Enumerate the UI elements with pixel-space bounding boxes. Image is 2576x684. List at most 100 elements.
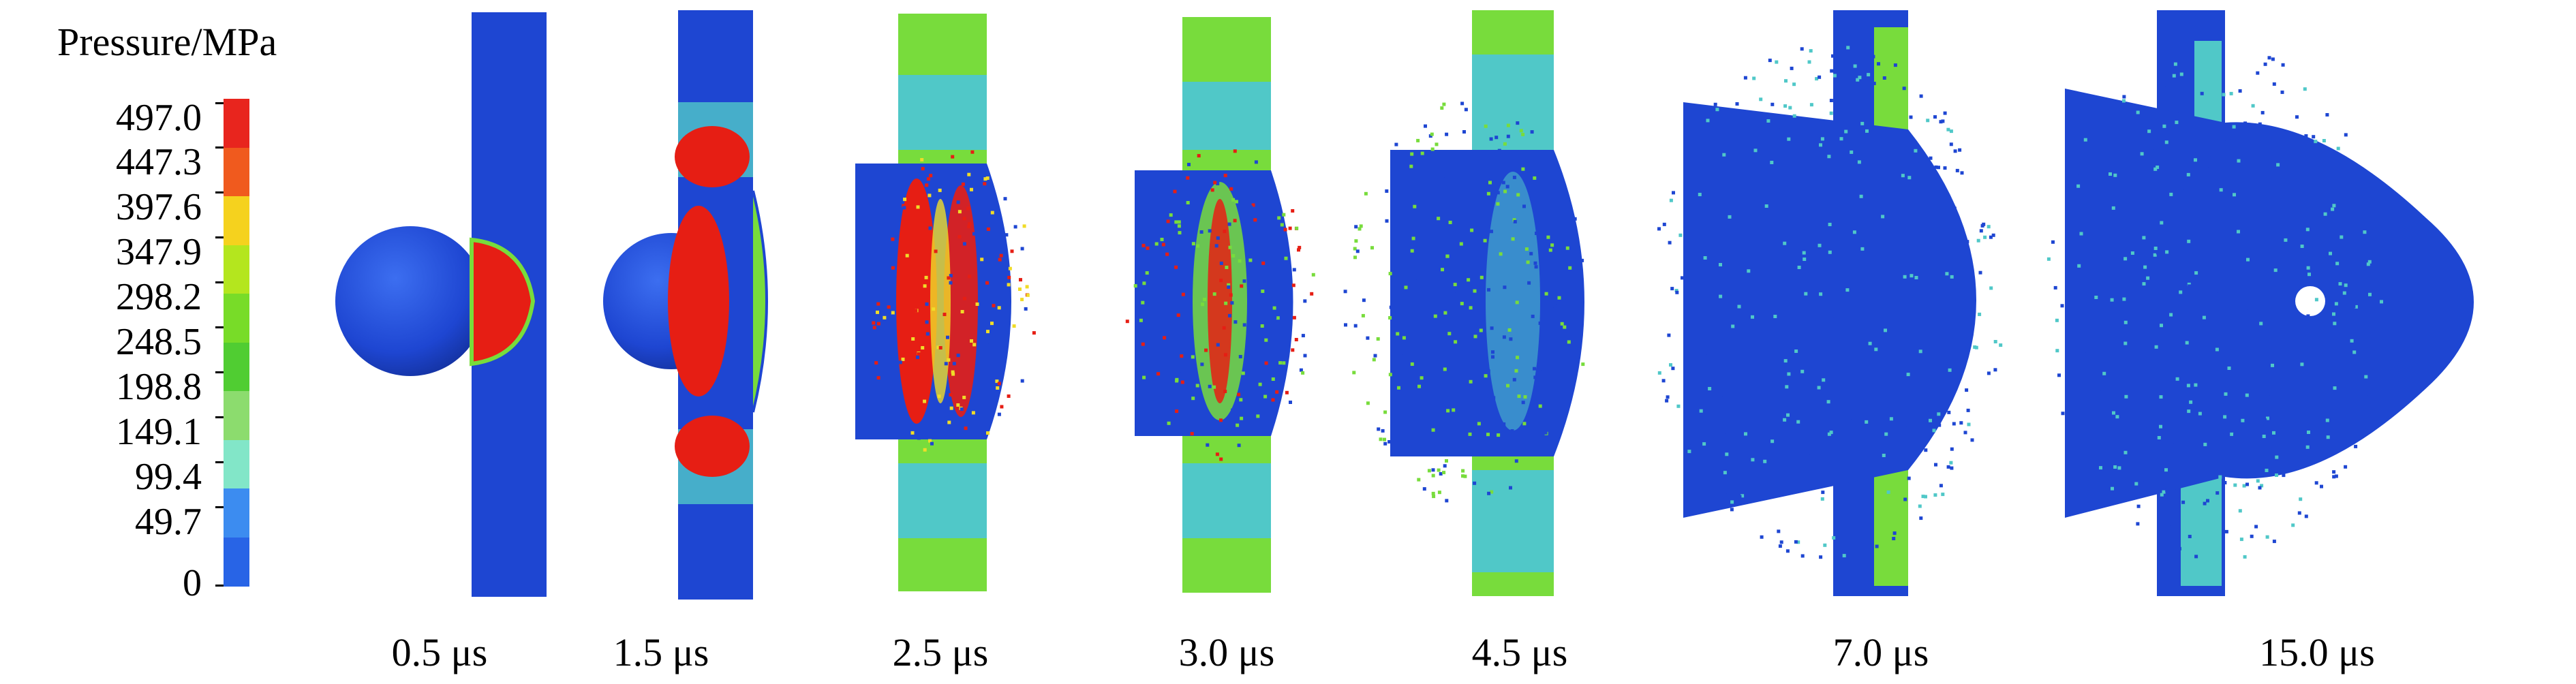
- debris-particle: [1229, 293, 1233, 297]
- debris-particle: [1777, 529, 1781, 533]
- debris-particle: [2218, 475, 2222, 479]
- debris-particle: [2175, 377, 2179, 381]
- debris-particle: [1249, 205, 1253, 209]
- debris-particle: [1892, 458, 1896, 462]
- debris-particle: [2215, 491, 2220, 495]
- debris-particle: [1537, 240, 1542, 244]
- debris-particle: [1809, 49, 1813, 53]
- debris-particle: [1829, 111, 1833, 115]
- debris-particle: [2123, 257, 2128, 261]
- debris-particle: [2130, 251, 2134, 255]
- debris-particle: [1145, 271, 1149, 275]
- debris-particle: [1728, 215, 1732, 219]
- debris-particle: [1916, 337, 1920, 341]
- debris-particle: [1452, 290, 1456, 294]
- debris-particle: [1978, 312, 1982, 316]
- debris-particle: [2169, 313, 2173, 317]
- debris-particle: [2350, 339, 2354, 343]
- debris-particle: [1533, 176, 1537, 180]
- debris-particle: [2147, 140, 2151, 144]
- debris-particle: [874, 361, 878, 365]
- debris-particle: [1533, 261, 1537, 265]
- colorbar-tick: [215, 506, 224, 508]
- debris-particle: [985, 281, 989, 285]
- debris-particle: [1240, 416, 1244, 420]
- debris-particle: [1669, 363, 1672, 367]
- debris-particle: [1223, 390, 1227, 393]
- debris-particle: [920, 158, 924, 161]
- debris-particle: [2154, 345, 2158, 349]
- debris-particle: [1828, 241, 1832, 245]
- debris-particle: [1778, 544, 1782, 548]
- debris-particle: [2205, 260, 2209, 264]
- debris-particle: [1467, 278, 1471, 282]
- debris-particle: [983, 182, 987, 186]
- debris-particle: [1868, 341, 1872, 345]
- debris-particle: [1272, 306, 1276, 310]
- debris-particle: [1486, 433, 1490, 437]
- debris-particle: [1949, 142, 1953, 146]
- debris-particle: [1846, 46, 1850, 50]
- debris-particle: [2235, 129, 2239, 133]
- debris-particle: [1683, 378, 1687, 382]
- debris-particle: [999, 253, 1003, 258]
- debris-particle: [1291, 209, 1295, 213]
- debris-particle: [2277, 187, 2281, 191]
- debris-particle: [2333, 322, 2337, 326]
- debris-particle: [1238, 259, 1242, 263]
- debris-particle: [1758, 260, 1762, 264]
- debris-particle: [921, 167, 925, 171]
- debris-particle: [1264, 361, 1268, 365]
- debris-particle: [1657, 227, 1661, 231]
- debris-particle: [1503, 189, 1507, 193]
- debris-particle: [2359, 216, 2363, 220]
- debris-particle: [1800, 554, 1805, 558]
- debris-particle: [960, 310, 964, 313]
- debris-particle: [1397, 386, 1400, 390]
- debris-particle: [1303, 354, 1307, 358]
- debris-particle: [1939, 484, 1943, 488]
- debris-particle: [916, 355, 919, 359]
- debris-particle: [1398, 340, 1402, 344]
- debris-particle: [2151, 108, 2155, 112]
- debris-particle: [902, 204, 906, 208]
- debris-particle: [1924, 448, 1928, 452]
- debris-particle: [2188, 284, 2192, 288]
- debris-particle: [2290, 356, 2294, 359]
- debris-particle: [1263, 237, 1267, 241]
- debris-particle: [2194, 555, 2198, 559]
- time-label: 7.0 μs: [1833, 630, 1929, 674]
- debris-particle: [995, 379, 999, 384]
- colorbar-tick: [215, 371, 224, 373]
- debris-particle: [1899, 330, 1903, 334]
- debris-particle: [1464, 327, 1468, 331]
- debris-particle: [2109, 366, 2113, 370]
- debris-particle: [1700, 338, 1704, 342]
- debris-particle: [2159, 395, 2163, 399]
- debris-particle: [1209, 422, 1213, 426]
- debris-particle: [1783, 241, 1787, 245]
- debris-particle: [1939, 120, 1943, 124]
- debris-particle: [1849, 369, 1852, 373]
- bulge: [752, 190, 768, 413]
- debris-particle: [2154, 115, 2158, 119]
- debris-particle: [1223, 230, 1227, 234]
- debris-particle: [2146, 276, 2150, 280]
- debris-particle: [1175, 409, 1179, 414]
- debris-particle: [2288, 180, 2291, 184]
- debris-particle: [1773, 315, 1777, 318]
- debris-particle: [1171, 420, 1175, 424]
- debris-particle: [1353, 324, 1358, 328]
- debris-particle: [988, 340, 992, 344]
- panel-15-0us: [2065, 10, 2474, 596]
- panel-3-0us: [1135, 17, 1293, 593]
- debris-particle: [1442, 471, 1446, 475]
- debris-particle: [972, 232, 976, 236]
- debris-particle: [1544, 408, 1548, 412]
- debris-particle: [1227, 222, 1231, 226]
- debris-particle: [1223, 353, 1227, 357]
- debris-particle: [1546, 235, 1550, 239]
- debris-particle: [1402, 336, 1406, 340]
- debris-particle: [2331, 359, 2335, 363]
- debris-particle: [986, 227, 990, 231]
